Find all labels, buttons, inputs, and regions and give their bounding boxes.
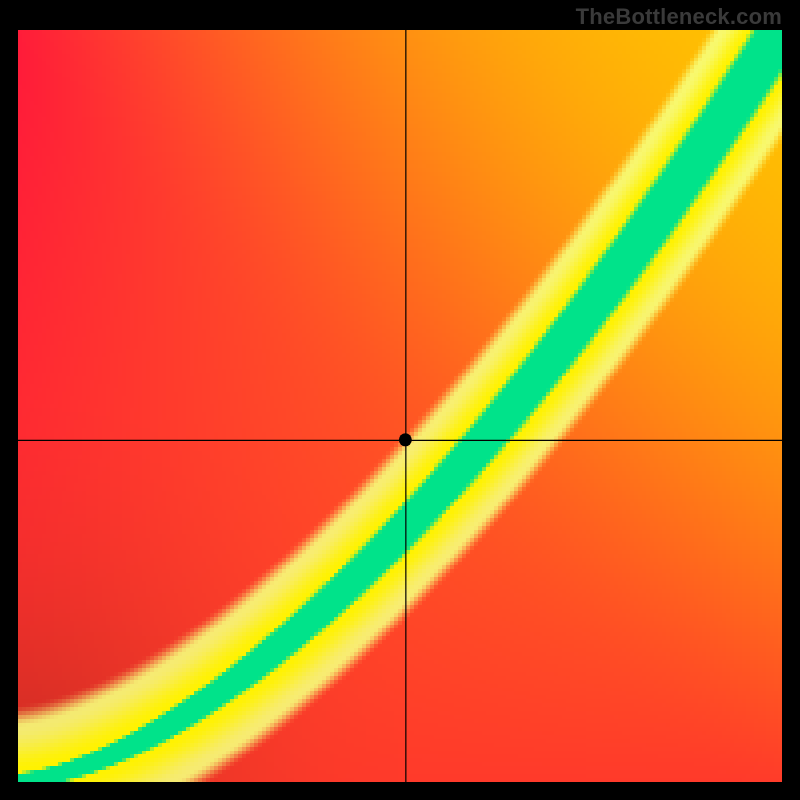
- bottleneck-heatmap-canvas: [0, 0, 800, 800]
- figure-wrapper: TheBottleneck.com: [0, 0, 800, 800]
